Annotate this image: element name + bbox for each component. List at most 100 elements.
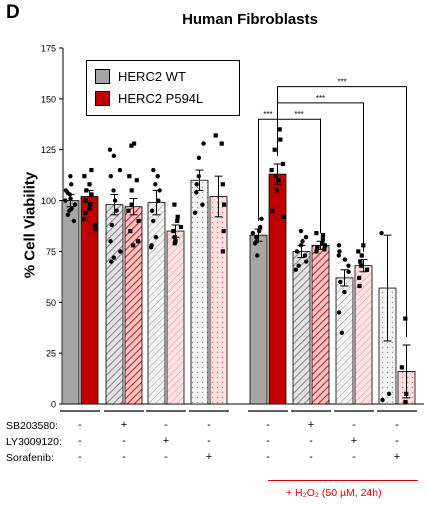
data-point [314,231,319,236]
y-tick-label: 25 [46,349,56,359]
data-point [298,228,304,234]
treatment-cell: - [266,451,270,463]
data-point [322,243,328,248]
data-point [131,243,136,248]
legend-label-wt: HERC2 WT [118,68,186,84]
data-point [280,161,286,167]
chart-title: Human Fibroblasts [182,11,318,28]
significance-label: *** [294,110,303,119]
data-point [175,214,180,219]
data-point [359,253,364,258]
data-point [250,230,255,236]
bar [124,206,143,405]
data-point [109,222,115,228]
bar [105,204,124,405]
chart-legend: HERC2 WT HERC2 P594L [86,60,240,116]
treatment-cell: + [350,435,358,447]
data-point [220,249,225,254]
bar [311,244,330,405]
data-point [172,241,177,246]
significance-label: *** [316,94,325,103]
data-point [178,224,184,230]
data-point [404,391,409,396]
legend-item-wt: HERC2 WT [95,68,186,84]
data-point [109,259,114,264]
data-point [273,174,278,179]
bar [61,200,80,405]
treatment-cell: - [207,435,211,447]
significance-bracket [277,86,407,338]
treatment-cell: - [309,435,313,447]
data-point [304,259,309,264]
data-point [342,257,348,262]
data-point [252,241,258,246]
data-point [222,202,227,207]
data-point [131,141,137,146]
data-point [172,202,177,207]
treatment-cell: - [122,435,126,447]
data-point [196,155,202,161]
data-point [200,202,205,207]
data-point [213,133,218,138]
data-point [82,216,87,221]
data-point [357,275,362,280]
data-point [67,208,72,213]
data-point [336,253,341,258]
data-point [151,167,156,173]
data-point [83,198,88,203]
y-tick-label: 50 [46,298,56,308]
treatment-cell: - [164,419,168,431]
data-point [219,141,224,146]
data-point [336,243,342,248]
data-point [274,188,279,193]
data-point [150,218,156,224]
treatment-cell: - [207,419,211,431]
h2o2-bracket-line [268,480,418,481]
data-point [220,182,225,187]
treatment-cell: - [78,419,82,431]
treatment-label: Sorafenib: [6,452,54,464]
data-point [303,234,309,240]
data-point [322,247,327,252]
data-point [136,218,141,224]
data-point [114,208,119,213]
data-point [270,208,275,213]
data-point [111,188,116,193]
data-point [194,182,199,187]
bar [209,196,228,405]
data-point [129,143,134,148]
data-point [201,141,206,146]
data-point [272,147,277,152]
data-point [379,230,384,236]
bar [335,277,354,405]
data-point [172,235,177,240]
data-point [68,196,73,201]
treatment-label: LY3009120: [6,436,62,448]
treatment-label: SB203580: [6,420,58,432]
treatment-cell: + [307,419,315,431]
data-point [108,239,113,244]
data-point [403,399,408,405]
bar-group [105,141,143,405]
data-point [108,173,113,179]
data-point [346,269,351,274]
y-tick-label: 0 [51,400,56,410]
data-point [320,241,325,246]
data-point [129,188,134,193]
data-point [357,283,362,289]
data-point [171,228,176,234]
significance-label: *** [337,78,346,87]
data-point [89,192,94,197]
data-point [296,263,301,268]
data-point [83,210,88,215]
data-point [320,233,326,238]
data-point [302,253,308,258]
data-point [294,249,300,254]
treatment-cell: - [122,451,126,463]
bar [147,202,166,405]
data-point [257,224,263,230]
y-tick-label: 150 [41,94,56,104]
data-point [71,218,77,224]
